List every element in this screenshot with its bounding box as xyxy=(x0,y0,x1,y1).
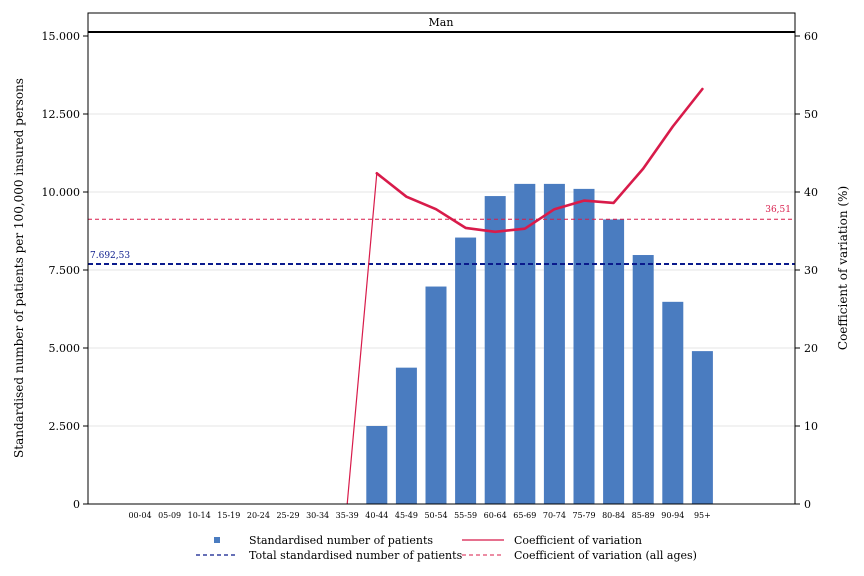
x-axis: 00-04 05-09 10-14 15-19 20-24 25-29 30-34 35-39… xyxy=(128,511,710,520)
legend: Standardised number of patients Coeffici… xyxy=(196,534,697,562)
bar xyxy=(366,426,388,504)
x-tick-label: 60-64 xyxy=(484,511,507,520)
y-tick-label: 5.000 xyxy=(49,342,81,355)
y-tick-label: 0 xyxy=(73,498,80,511)
y2-tick-label: 10 xyxy=(804,420,818,433)
y-tick-label: 15.000 xyxy=(42,30,81,43)
right-axis: 0 10 20 30 40 50 60 xyxy=(795,30,818,511)
y2-tick-label: 60 xyxy=(804,30,818,43)
legend-total-label: Total standardised number of patients xyxy=(249,549,463,562)
y-tick-label: 2.500 xyxy=(49,420,81,433)
legend-bars-label: Standardised number of patients xyxy=(249,534,433,547)
x-tick-label: 20-24 xyxy=(247,511,270,520)
reference-lines: 7.692,53 36,51 xyxy=(88,205,795,265)
bar xyxy=(632,255,654,504)
panel-title: Man xyxy=(429,16,454,29)
legend-bar-swatch xyxy=(214,537,220,543)
x-tick-label: 00-04 xyxy=(128,511,151,520)
plot-frame xyxy=(87,12,796,505)
x-tick-label: 85-89 xyxy=(632,511,655,520)
x-tick-label: 30-34 xyxy=(306,511,329,520)
y2-tick-label: 0 xyxy=(804,498,811,511)
x-tick-label: 80-84 xyxy=(602,511,625,520)
x-tick-label: 25-29 xyxy=(276,511,299,520)
bar xyxy=(573,188,595,504)
y-tick-label: 7.500 xyxy=(49,264,81,277)
bar xyxy=(691,351,713,504)
x-tick-label: 15-19 xyxy=(217,511,240,520)
y-tick-label: 10.000 xyxy=(42,186,81,199)
y2-axis-label: Coefficient of variation (%) xyxy=(836,186,850,350)
y2-tick-label: 20 xyxy=(804,342,818,355)
x-tick-label: 65-69 xyxy=(513,511,536,520)
left-axis: 0 2.500 5.000 7.500 10.000 12.500 15.000 xyxy=(42,30,88,511)
cv-series xyxy=(346,87,704,505)
y-axis-label: Standardised number of patients per 100,… xyxy=(12,78,26,458)
x-tick-label: 40-44 xyxy=(365,511,388,520)
cv-rise-segment xyxy=(346,173,378,505)
bar xyxy=(455,237,477,504)
total-reference-label: 7.692,53 xyxy=(90,251,130,261)
bar xyxy=(603,219,625,504)
x-tick-label: 10-14 xyxy=(188,511,211,520)
y2-tick-label: 50 xyxy=(804,108,818,121)
x-tick-label: 95+ xyxy=(694,511,711,520)
x-tick-label: 50-54 xyxy=(424,511,447,520)
x-tick-label: 05-09 xyxy=(158,511,181,520)
x-tick-label: 35-39 xyxy=(336,511,359,520)
bar xyxy=(425,286,447,504)
x-tick-label: 55-59 xyxy=(454,511,477,520)
legend-cv-label: Coefficient of variation xyxy=(514,534,642,547)
y2-tick-label: 40 xyxy=(804,186,818,199)
bar xyxy=(514,183,536,504)
x-tick-label: 70-74 xyxy=(543,511,566,520)
bars xyxy=(366,183,713,504)
bar xyxy=(543,183,565,504)
x-tick-label: 45-49 xyxy=(395,511,418,520)
y2-tick-label: 30 xyxy=(804,264,818,277)
cv-all-ages-reference-label: 36,51 xyxy=(765,205,791,215)
x-tick-label: 75-79 xyxy=(572,511,595,520)
bar xyxy=(484,196,506,504)
bar xyxy=(662,301,684,504)
legend-cv-all-label: Coefficient of variation (all ages) xyxy=(514,549,697,562)
bar xyxy=(395,367,417,504)
x-tick-label: 90-94 xyxy=(661,511,684,520)
y-tick-label: 12.500 xyxy=(42,108,81,121)
cv-line xyxy=(375,87,704,234)
